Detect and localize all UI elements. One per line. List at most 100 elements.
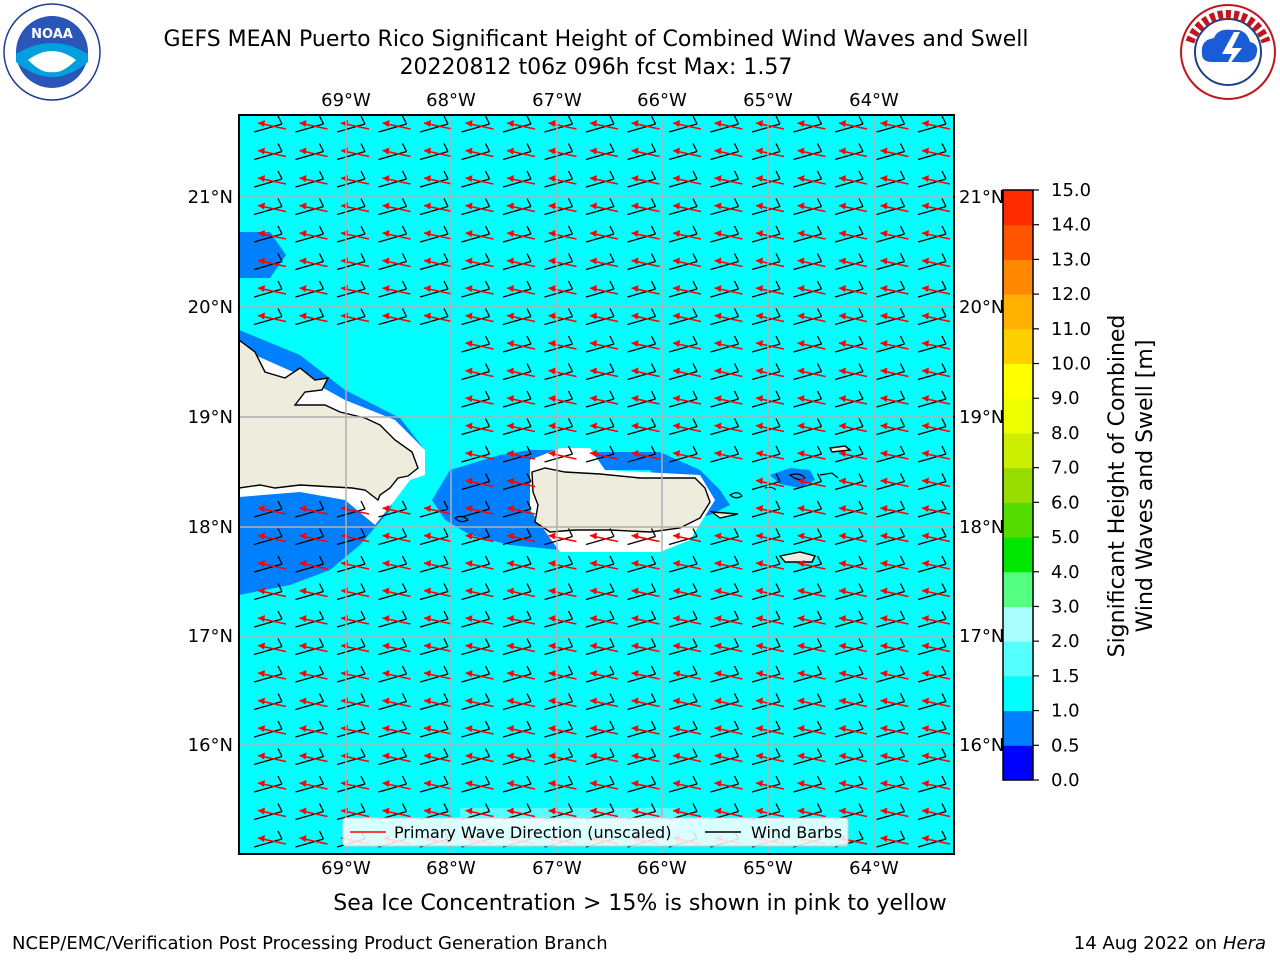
wind-barb-flag	[858, 170, 864, 180]
wave-arrow-head	[465, 422, 473, 430]
wave-arrow-head	[880, 532, 888, 540]
wave-arrow-head	[507, 395, 514, 402]
wave-arrow-head	[382, 120, 390, 127]
wind-barb-flag	[401, 720, 408, 730]
wind-barb	[378, 645, 407, 656]
wind-barb	[710, 645, 739, 656]
wind-barb-flag	[277, 803, 283, 812]
wave-arrow-head	[299, 670, 307, 677]
wind-barb	[876, 233, 905, 243]
colorbar-bin	[1003, 432, 1033, 469]
wind-barb	[834, 755, 864, 766]
wind-barb-flag	[941, 610, 947, 620]
lon-label-top: 65°W	[743, 90, 793, 111]
wind-barb-flag	[484, 253, 491, 262]
wind-barb	[751, 480, 781, 491]
wind-barb	[751, 398, 781, 408]
wind-barb	[627, 233, 656, 243]
wind-barb-flag	[609, 253, 615, 262]
wave-arrow-head	[507, 560, 514, 567]
wind-barb-flag	[360, 170, 366, 180]
wind-barb-flag	[775, 803, 781, 812]
wind-barb-flag	[858, 225, 864, 235]
wave-arrow-head	[880, 257, 888, 265]
wind-barb	[336, 150, 366, 161]
wind-barb-flag	[401, 610, 408, 620]
wind-barb	[876, 810, 905, 821]
colorbar-tick-label: 9.0	[1051, 388, 1080, 409]
wind-barb	[295, 205, 324, 216]
wind-barb	[751, 728, 781, 738]
wind-barb-flag	[941, 335, 947, 345]
wind-barb	[668, 590, 698, 601]
wind-barb	[378, 205, 407, 216]
wave-arrow-head	[424, 230, 431, 237]
wave-arrow-head	[922, 642, 929, 650]
wind-barb	[793, 343, 822, 353]
wind-barb-flag	[443, 583, 449, 592]
wind-barb	[917, 453, 947, 463]
wind-wave-vectors	[253, 115, 951, 848]
wind-barb	[295, 178, 324, 188]
colorbar: 0.0 0.5 1.0 1.5 2.0 3.0 4.0 5.0 6.0 7.0 8.0 9.0 10.0…	[1002, 180, 1091, 791]
wind-barb	[917, 590, 947, 601]
wind-barb-flag	[567, 583, 574, 592]
wind-barb	[710, 728, 739, 738]
wind-barb-flag	[401, 528, 408, 537]
wave-arrow-head	[258, 147, 265, 155]
wave-arrow-head	[424, 725, 431, 732]
wave-arrow-head	[797, 505, 805, 512]
wind-barb-flag	[941, 445, 947, 455]
wind-barb-flag	[401, 803, 408, 812]
wind-barb-flag	[650, 363, 657, 372]
wind-barb	[668, 370, 698, 381]
wind-barb	[793, 370, 822, 381]
wind-barb	[336, 315, 366, 326]
wind-barb-flag	[733, 225, 740, 235]
wave-arrow-head	[756, 587, 763, 595]
wave-arrow-head	[673, 285, 680, 292]
wind-barb-flag	[816, 803, 823, 812]
wave-arrow-head	[714, 615, 722, 622]
wind-barb-flag	[775, 363, 781, 372]
wind-barb	[544, 563, 573, 573]
wave-arrow-head	[797, 697, 805, 705]
wave-arrow-head	[756, 560, 763, 567]
wind-barb	[295, 645, 324, 656]
wave-arrow-head	[839, 725, 846, 732]
wind-barb	[419, 755, 449, 766]
colorbar-bin	[1003, 641, 1033, 677]
lat-label-right: 19°N	[959, 407, 1004, 428]
wind-barb	[585, 453, 615, 463]
wind-barb	[502, 315, 532, 326]
wind-barb	[876, 838, 905, 848]
wind-barb	[627, 700, 656, 711]
map-area	[239, 115, 954, 854]
wind-barb-flag	[484, 308, 491, 317]
wind-barb-flag	[318, 555, 325, 565]
wave-arrow-head	[839, 505, 846, 512]
wind-barb-flag	[899, 225, 906, 235]
wind-barb-flag	[692, 775, 698, 785]
wind-barb	[876, 508, 905, 518]
wind-barb	[461, 260, 490, 271]
wind-barb	[295, 728, 324, 738]
wind-barb-flag	[858, 280, 864, 290]
wind-barb-flag	[318, 225, 325, 235]
wave-arrow-head	[631, 587, 639, 595]
wind-barb	[793, 508, 822, 518]
wind-barb	[834, 673, 864, 683]
wind-barb	[419, 260, 449, 271]
wind-barb	[336, 233, 366, 243]
nws-logo	[1180, 4, 1276, 100]
wave-arrow-head	[258, 615, 265, 622]
wind-barb-flag	[277, 638, 283, 647]
wind-barb-flag	[650, 390, 657, 400]
wind-barb-flag	[277, 720, 283, 730]
wave-arrow-head	[839, 780, 846, 787]
wind-barb-flag	[443, 693, 449, 702]
wind-barb-flag	[443, 225, 449, 235]
wave-arrow-head	[299, 147, 307, 155]
wind-barb	[627, 535, 656, 546]
wave-arrow-head	[299, 752, 307, 760]
